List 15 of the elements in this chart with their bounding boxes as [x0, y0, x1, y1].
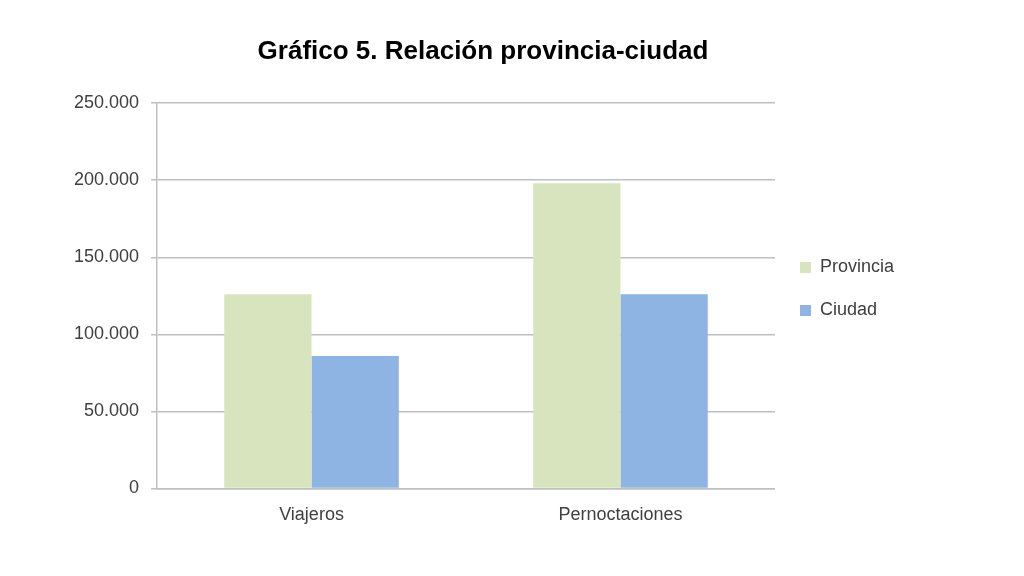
- y-tick-label: 250.000: [73, 92, 140, 113]
- y-tick-label: 150.000: [73, 246, 140, 267]
- bar: [224, 294, 312, 488]
- y-tick-label: 0: [129, 477, 140, 498]
- y-tick-label: 200.000: [73, 169, 140, 190]
- x-tick-label: Viajeros: [279, 504, 344, 525]
- bar: [311, 355, 399, 488]
- y-tick-label: 50.000: [84, 400, 140, 421]
- legend-label: Ciudad: [819, 299, 878, 320]
- bar: [533, 183, 621, 488]
- bar: [620, 294, 708, 488]
- legend-label: Provincia: [819, 256, 895, 277]
- x-tick-label: Pernoctaciones: [558, 504, 683, 525]
- y-tick-label: 100.000: [73, 323, 140, 344]
- chart-title: Gráfico 5. Relación provincia-ciudad: [257, 34, 709, 65]
